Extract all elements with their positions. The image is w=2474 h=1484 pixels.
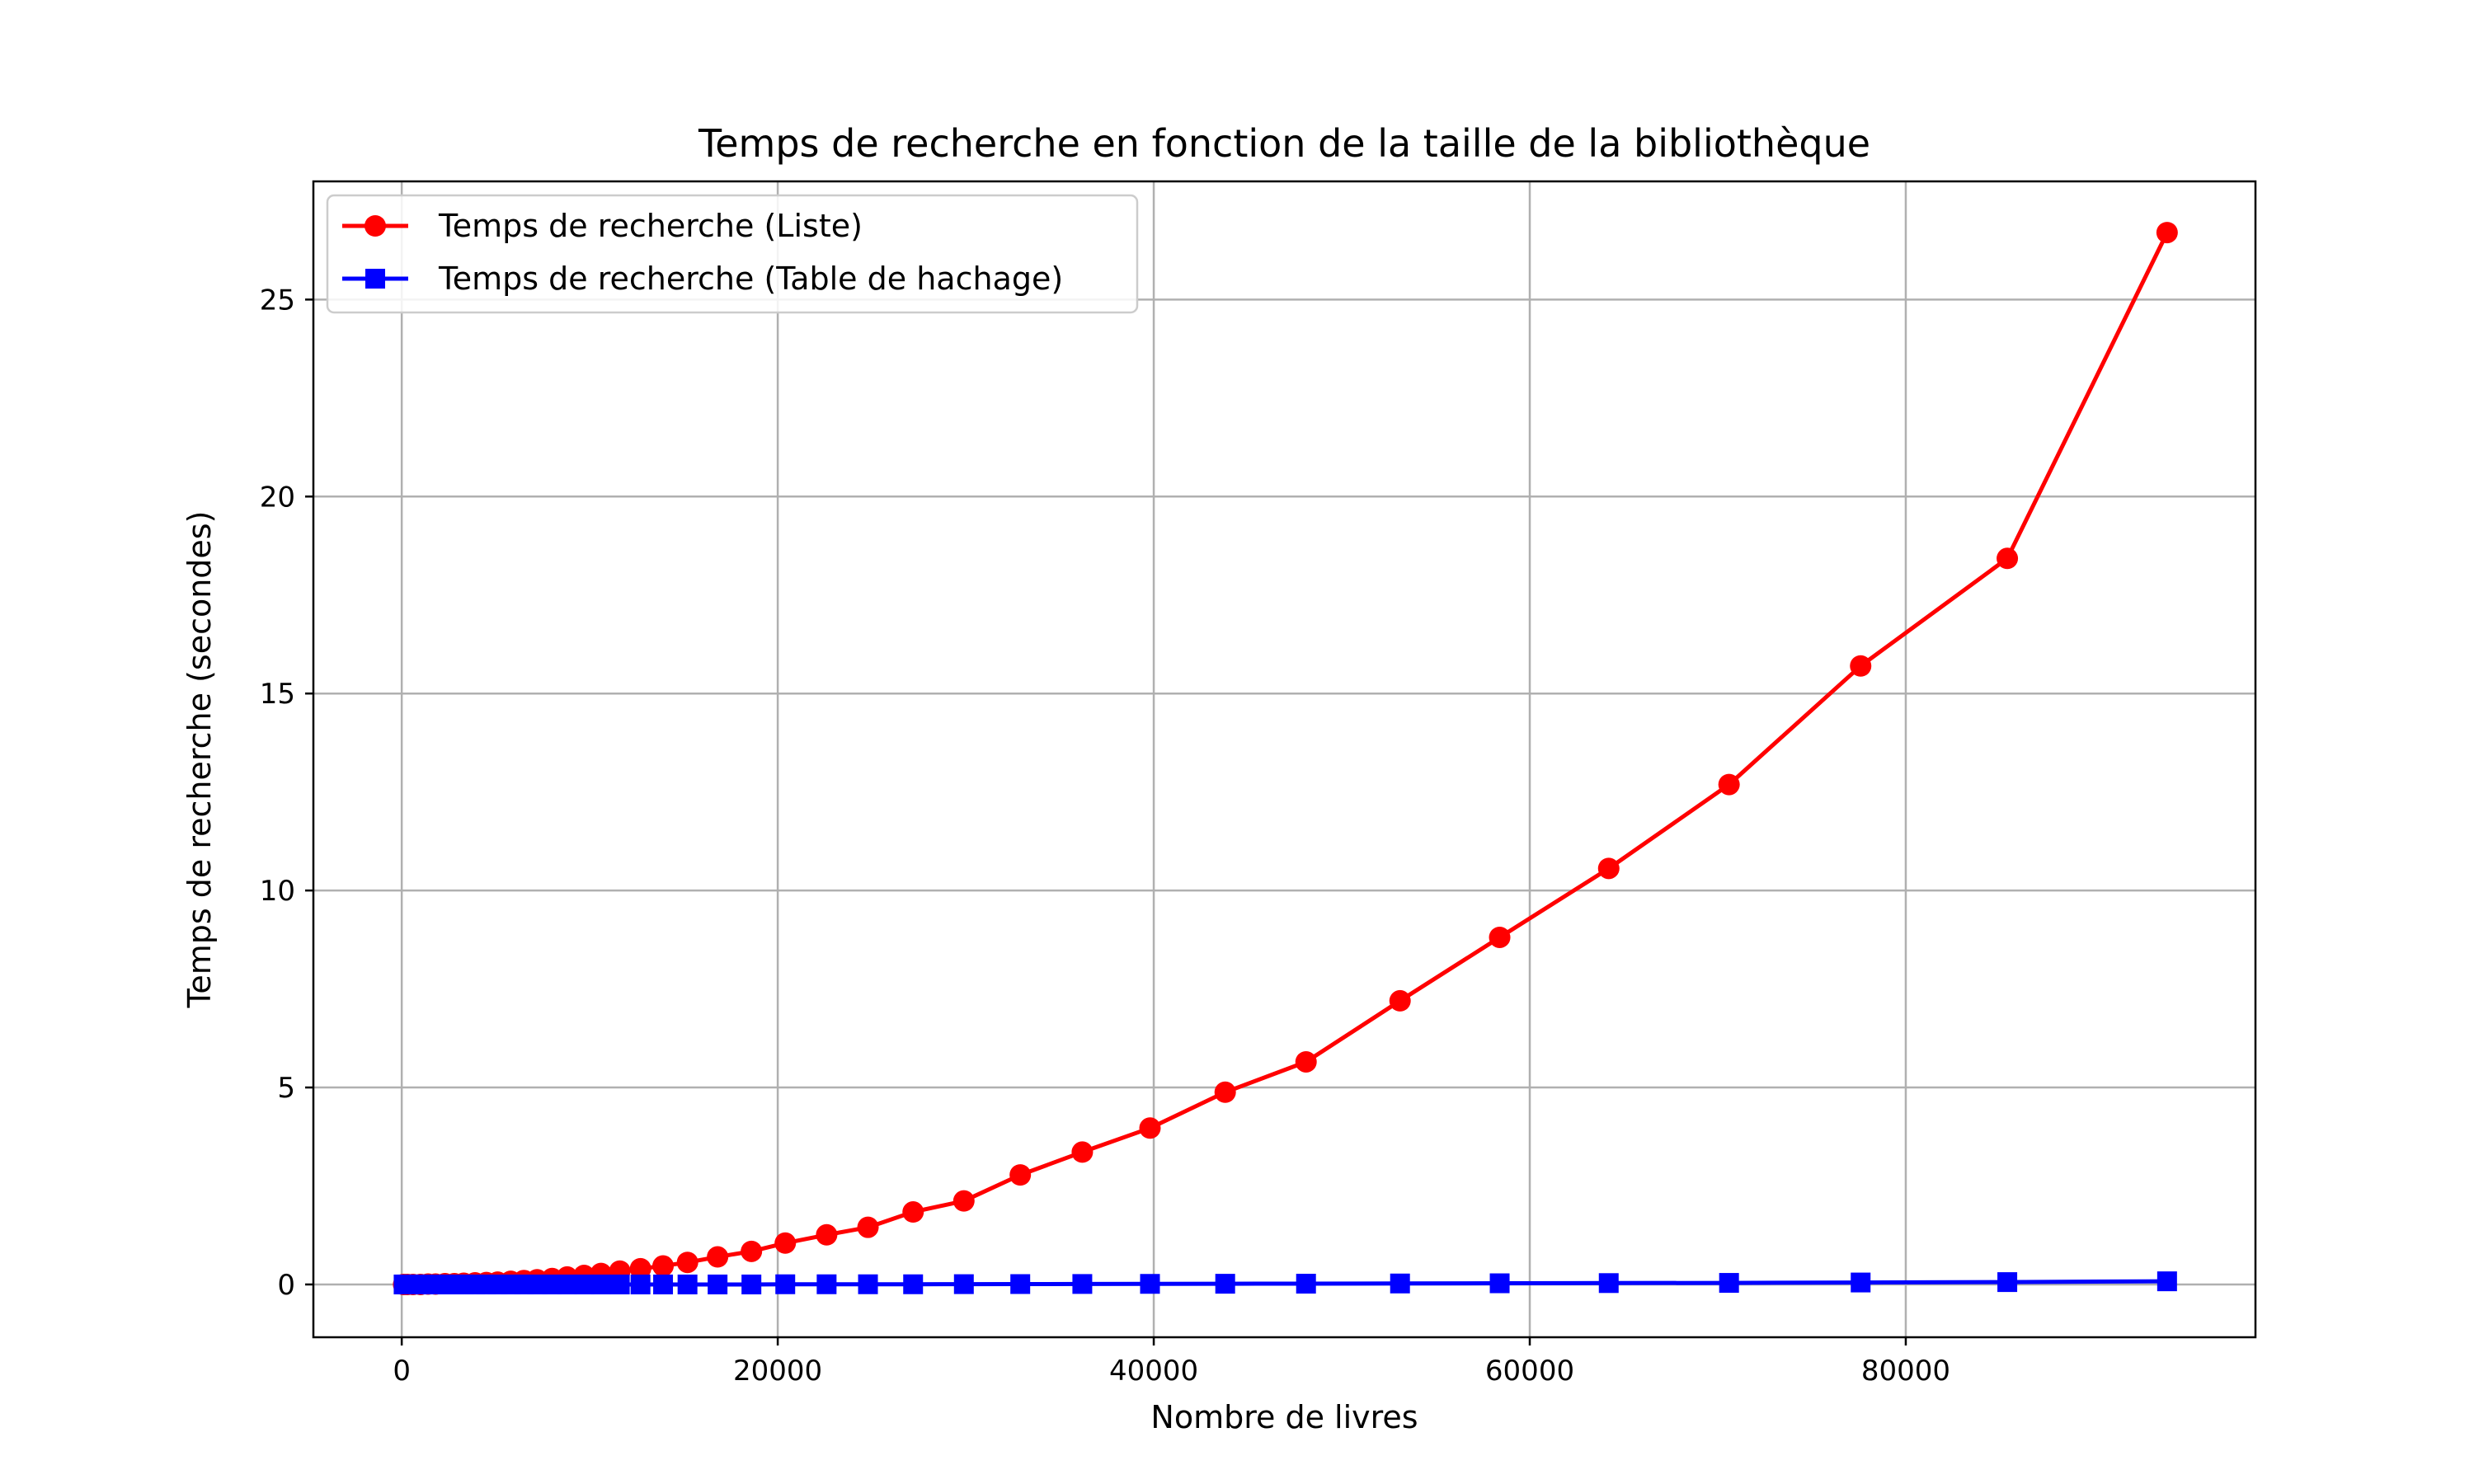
data-point: [741, 1274, 762, 1294]
legend-item: Temps de recherche (Liste): [342, 208, 863, 244]
data-point: [1851, 1272, 1871, 1293]
legend-label: Temps de recherche (Table de hachage): [438, 261, 1063, 297]
y-tick-label: 15: [260, 678, 295, 711]
data-point: [816, 1274, 837, 1294]
data-point: [609, 1274, 630, 1294]
legend-marker: [365, 215, 386, 237]
data-point: [2157, 1271, 2177, 1292]
data-point: [816, 1223, 838, 1246]
data-point: [1139, 1117, 1161, 1139]
data-point: [652, 1255, 675, 1277]
data-point: [574, 1274, 595, 1294]
y-tick-label: 25: [260, 284, 295, 317]
x-tick-label: 40000: [1109, 1355, 1198, 1388]
x-tick-label: 60000: [1485, 1355, 1574, 1388]
data-point: [1071, 1141, 1094, 1163]
series-group: [393, 222, 2178, 1295]
data-point: [1390, 1273, 1410, 1294]
legend-label: Temps de recherche (Liste): [438, 208, 863, 244]
legend: Temps de recherche (Liste) Temps de reche…: [326, 194, 1139, 314]
x-tick-label: 80000: [1861, 1355, 1950, 1388]
data-point: [902, 1201, 924, 1223]
data-point: [1719, 1273, 1739, 1294]
data-point: [676, 1252, 698, 1274]
y-tick-label: 5: [277, 1072, 295, 1105]
grid: [313, 181, 2255, 1337]
data-point: [1295, 1050, 1317, 1073]
data-point: [653, 1274, 674, 1294]
data-point: [1598, 1273, 1619, 1294]
y-axis-title: Temps de recherche (secondes): [181, 511, 218, 1009]
x-tick-label: 20000: [733, 1355, 822, 1388]
data-point: [707, 1246, 729, 1268]
y-tick-label: 10: [260, 875, 295, 908]
data-point: [774, 1232, 797, 1254]
data-point: [1296, 1274, 1316, 1294]
data-point: [858, 1274, 878, 1294]
chart-title: Temps de recherche en fonction de la tai…: [698, 121, 1870, 166]
data-point: [590, 1274, 611, 1294]
data-point: [1997, 547, 2019, 570]
plot-area-frame: [312, 180, 2257, 1339]
data-point: [1389, 989, 1411, 1012]
data-point: [1009, 1164, 1032, 1186]
data-point: [903, 1274, 924, 1294]
data-point: [1597, 857, 1620, 880]
x-axis-title: Nombre de livres: [1150, 1399, 1418, 1435]
data-point: [1997, 1272, 2018, 1293]
data-point: [741, 1240, 763, 1262]
data-point: [2156, 222, 2178, 244]
data-point: [953, 1274, 974, 1294]
data-point: [629, 1257, 651, 1280]
y-tick-label: 20: [260, 481, 295, 514]
data-point: [1489, 1273, 1510, 1294]
data-point: [1489, 926, 1511, 948]
data-point: [1214, 1081, 1236, 1103]
legend-item: Temps de recherche (Table de hachage): [342, 261, 1063, 297]
data-point: [775, 1274, 796, 1294]
legend-box: [326, 194, 1139, 314]
data-point: [857, 1216, 879, 1238]
data-point: [708, 1274, 728, 1294]
data-point: [1850, 655, 1872, 677]
x-tick-label: 0: [393, 1355, 411, 1388]
y-tick-label: 0: [277, 1269, 295, 1302]
data-point: [1215, 1274, 1235, 1294]
legend-marker: [365, 269, 385, 289]
data-point: [557, 1274, 577, 1294]
data-point: [1718, 773, 1740, 796]
data-point: [677, 1274, 698, 1294]
data-point: [1010, 1274, 1031, 1294]
data-point: [952, 1190, 975, 1212]
series-2: [393, 1271, 2177, 1294]
data-point: [1072, 1274, 1093, 1294]
data-point: [1140, 1274, 1160, 1294]
data-point: [630, 1274, 651, 1294]
axis-ticks: 0 20000 40000 60000 80000 0 5 10 15 20 25: [260, 284, 1950, 1388]
